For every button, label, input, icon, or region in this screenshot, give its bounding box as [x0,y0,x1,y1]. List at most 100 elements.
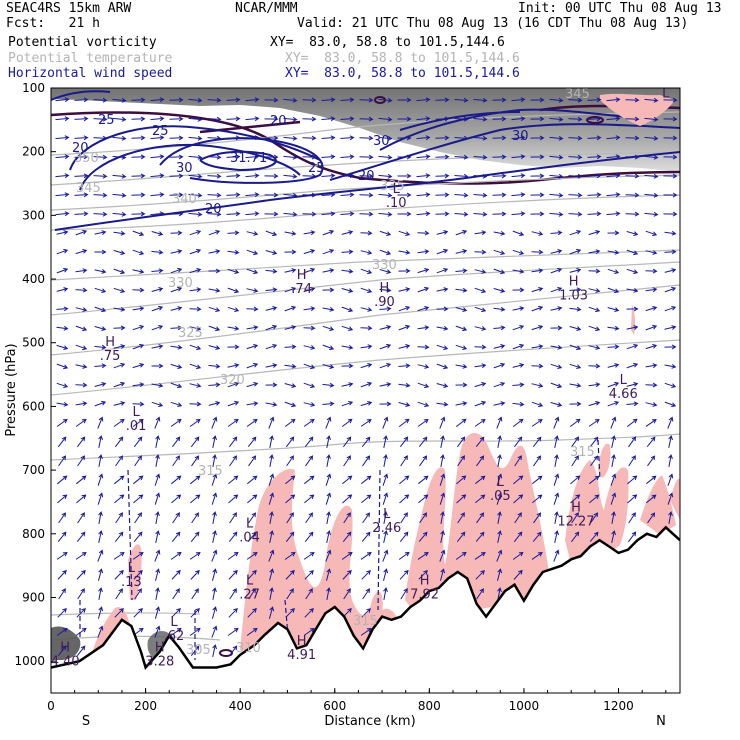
wind-speed-label: 30 [176,161,193,176]
wind-arrow [455,401,468,406]
wind-arrow [435,173,450,179]
wind-arrow [416,135,431,141]
wind-arrow [227,268,240,274]
wind-arrow [134,455,142,467]
wind-arrow [227,363,240,368]
wind-arrow [554,435,559,449]
wind-arrow [360,475,372,485]
wind-arrow [93,116,108,122]
wind-arrow [227,418,239,427]
wind-arrow [115,436,124,448]
wind-arrow [455,382,468,388]
wind-arrow [170,306,183,311]
wind-arrow [211,549,218,562]
wind-arrow [398,382,411,388]
wind-arrow [435,135,450,141]
wind-arrow [94,287,107,293]
wind-arrow [212,530,217,544]
wind-arrow [131,211,146,217]
wind-arrow [360,344,373,350]
x-end-label-left: S [82,714,90,729]
wind-arrow [360,363,373,369]
wind-arrow [474,269,487,274]
wind-arrow [359,173,374,179]
wind-arrow [57,436,67,448]
wind-arrow [155,511,160,524]
wind-arrow [226,135,241,141]
wind-arrow [226,211,241,217]
model-title: SEAC4RS 15km ARW [6,1,132,16]
wind-arrow [342,475,353,485]
x-tick-label: 0 [47,699,55,713]
wind-arrow [343,512,351,524]
wind-arrow [454,135,469,141]
theta-label: 315 [353,614,378,629]
wind-arrow [587,97,602,103]
field-xy-wind: XY= 83.0, 58.8 to 101.5,144.6 [285,66,520,81]
theta-label: 330 [168,276,193,291]
wind-arrow [227,382,240,388]
wind-arrow [588,475,600,485]
wind-arrow [265,250,278,255]
wind-arrow [56,363,69,370]
wind-arrow [321,154,336,160]
wind-arrow [131,154,146,160]
wind-arrow [326,454,331,467]
wind-arrow [189,383,202,388]
wind-arrow [155,587,160,600]
wind-arrow [473,211,488,217]
wind-arrow [322,249,335,255]
wind-arrow [342,494,353,504]
wind-arrow [132,269,145,274]
wind-arrow [587,135,602,141]
wind-arrow [284,418,296,427]
wind-arrow [549,154,564,160]
wind-arrow [492,97,507,103]
wind-arrow [286,436,295,448]
wind-arrow [340,97,355,103]
wind-arrow [74,154,89,160]
wind-arrow [172,455,180,467]
extremum-value: .74 [291,282,312,297]
wind-arrow [56,552,68,560]
wind-arrow [626,325,639,330]
wind-arrow [284,325,297,330]
wind-arrow [283,97,298,103]
extremum-marker: H [297,634,307,649]
wind-arrow [170,382,183,389]
wind-arrow [514,436,523,448]
wind-arrow [226,154,241,160]
wind-arrow [74,211,89,217]
wind-arrow [475,569,485,580]
wind-arrow [550,249,563,254]
wind-arrow [302,135,317,141]
wind-arrow [188,135,203,141]
wind-arrow [264,211,279,217]
wind-arrow [264,97,279,103]
wind-arrow [56,402,69,407]
wind-arrow [531,287,544,293]
wind-arrow [397,135,412,141]
extremum-marker: H [380,281,390,296]
wind-arrow [321,97,336,103]
wind-arrow [514,512,522,524]
wind-arrow [476,512,485,524]
wind-vector-field [55,97,678,658]
wind-arrow [303,249,316,255]
wind-arrow [340,154,355,160]
wind-arrow [113,249,126,255]
wind-arrow [399,475,410,485]
wind-arrow [497,587,502,600]
wind-arrow [341,418,353,427]
wind-arrow [246,627,258,636]
wind-arrow [189,475,201,485]
wind-arrow [571,455,579,467]
wind-arrow [668,511,673,524]
extremum-marker: H [420,574,430,589]
wind-arrow [493,344,506,349]
wind-arrow [625,173,640,179]
wind-arrow [113,475,125,485]
wind-arrow [132,343,145,350]
wind-arrow [285,475,296,485]
